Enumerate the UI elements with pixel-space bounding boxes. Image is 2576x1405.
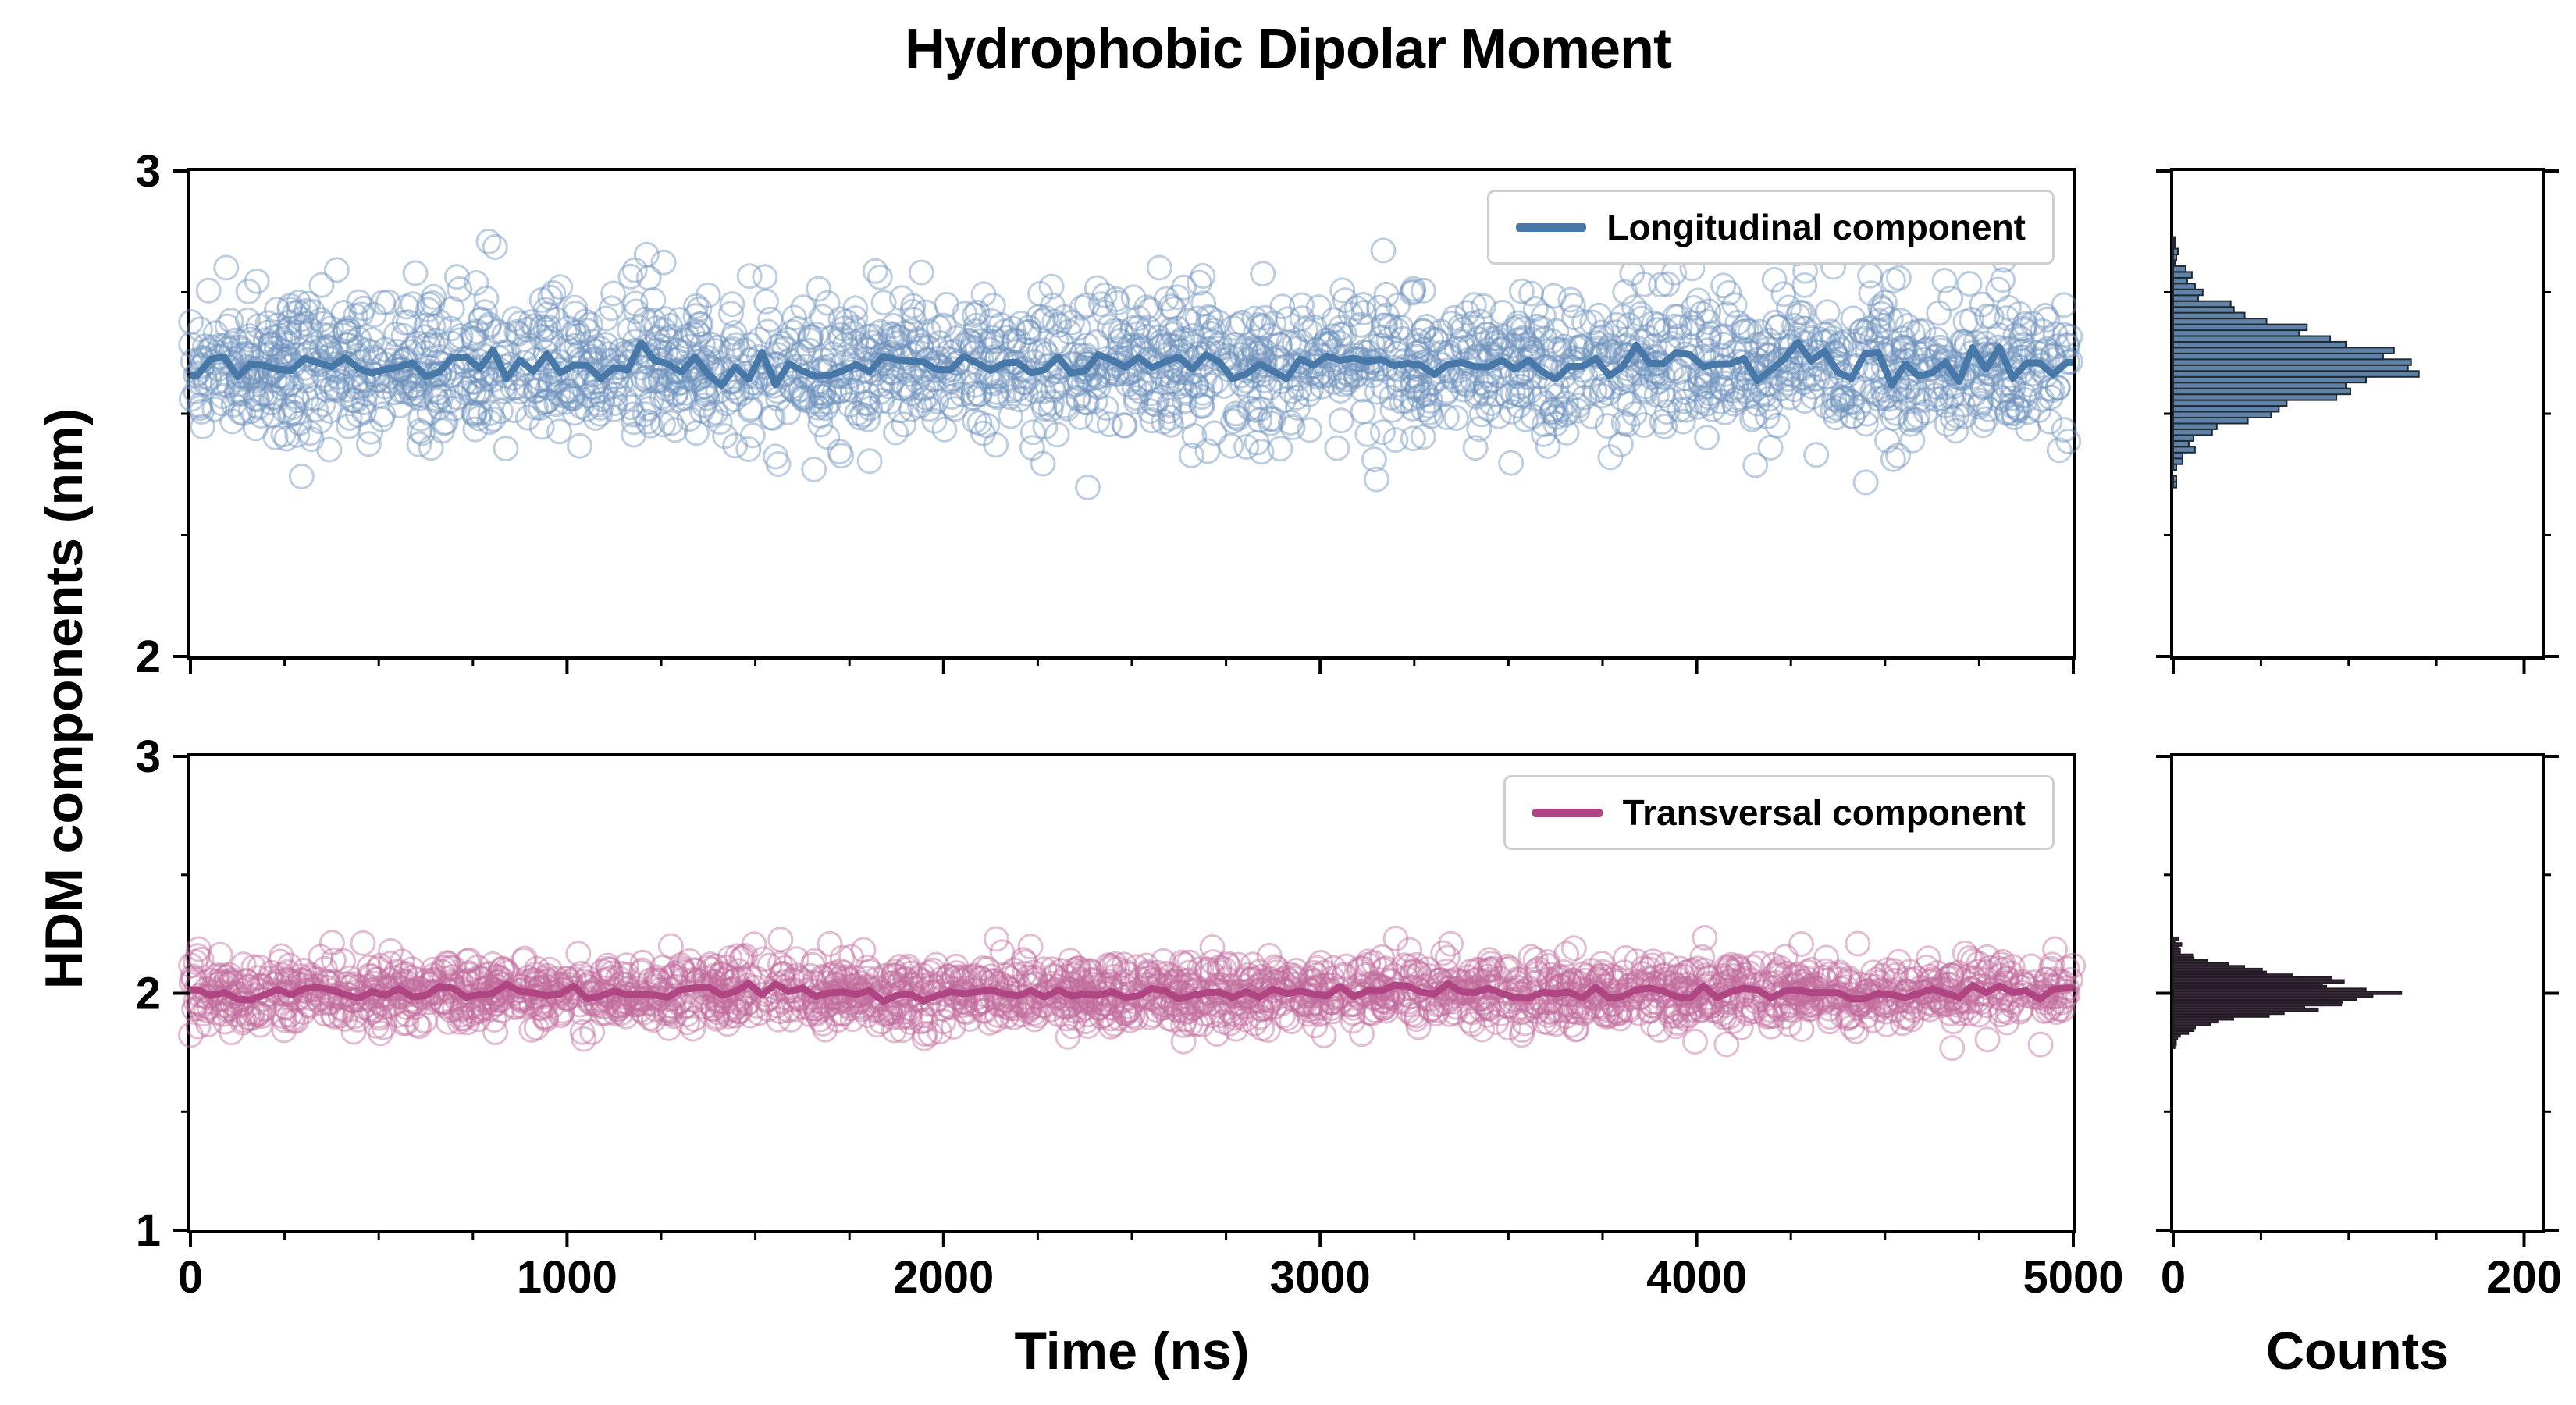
counts-axis-label: Counts <box>2265 1321 2450 1381</box>
y-axis-label: HDM components (nm) <box>34 407 94 990</box>
svg-text:3: 3 <box>136 146 161 197</box>
longitudinal-histogram-plot <box>2156 169 2559 674</box>
transversal-histogram-plot: 0 200 <box>2156 755 2562 1303</box>
legend-longitudinal: Longitudinal component <box>1487 190 2055 265</box>
longitudinal-scatter-plot: 23 <box>136 146 2083 682</box>
legend-line-swatch-longitudinal <box>1516 222 1587 232</box>
legend-label-transversal: Transversal component <box>1622 792 2026 833</box>
svg-text:3000: 3000 <box>1270 1252 1371 1303</box>
svg-text:3: 3 <box>136 731 161 782</box>
transversal-scatter-plot: 0 1000 2000 3000 4000 5000 1 2 3 <box>136 731 2124 1303</box>
legend-transversal: Transversal component <box>1503 775 2055 850</box>
x-axis-label: Time (ns) <box>1014 1321 1250 1381</box>
svg-text:2000: 2000 <box>893 1252 994 1303</box>
svg-text:1000: 1000 <box>517 1252 617 1303</box>
svg-text:2: 2 <box>136 631 161 682</box>
legend-line-swatch-transversal <box>1532 808 1603 817</box>
panel-transversal-scatter: 0 1000 2000 3000 4000 5000 1 2 3 Transversal com… <box>136 731 2124 1303</box>
svg-text:0: 0 <box>2161 1252 2186 1303</box>
svg-text:1: 1 <box>136 1205 161 1256</box>
legend-label-longitudinal: Longitudinal component <box>1606 207 2026 247</box>
svg-text:0: 0 <box>178 1252 203 1303</box>
svg-text:2: 2 <box>136 969 161 1019</box>
panel-longitudinal-histogram <box>2156 168 2559 674</box>
panel-transversal-histogram: 0 200 <box>2156 753 2562 1303</box>
svg-text:200: 200 <box>2486 1252 2562 1303</box>
svg-text:4000: 4000 <box>1646 1252 1747 1303</box>
chart-title: Hydrophobic Dipolar Moment <box>905 18 1672 80</box>
svg-text:5000: 5000 <box>2023 1252 2123 1303</box>
